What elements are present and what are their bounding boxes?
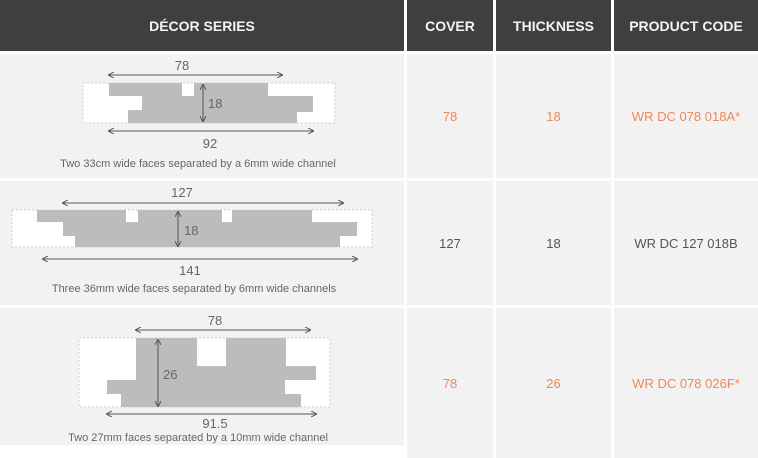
thickness-dim: 18	[184, 223, 198, 238]
cover-dim: 78	[175, 58, 189, 73]
profile-caption: Three 36mm wide faces separated by 6mm w…	[52, 283, 337, 295]
board-profile	[109, 83, 313, 123]
width-dim: 92	[203, 136, 217, 151]
product-code: WR DC 078 026F*	[614, 308, 758, 458]
cover-dim: 127	[171, 185, 193, 200]
thickness-value: 18	[496, 54, 611, 178]
thickness-dim: 18	[208, 96, 222, 111]
thickness-value: 26	[496, 308, 611, 458]
cover-value: 127	[407, 181, 493, 305]
cover-value: 78	[407, 308, 493, 458]
header-decor-series: DÉCOR SERIES	[0, 0, 404, 51]
cover-dim: 78	[208, 313, 222, 328]
width-dim: 141	[179, 263, 201, 278]
product-code: WR DC 078 018A*	[614, 54, 758, 178]
profile-caption: Two 27mm faces separated by a 10mm wide …	[68, 432, 328, 444]
profile-diagram: 78 26 91.5 Two 27mm faces separated by a…	[68, 313, 331, 444]
product-code: WR DC 127 018B	[614, 181, 758, 305]
thickness-value: 18	[496, 181, 611, 305]
profile-diagram-cell: 78 26 91.5 Two 27mm faces separated by a…	[0, 308, 404, 445]
cover-value: 78	[407, 54, 493, 178]
header-product-code: PRODUCT CODE	[614, 0, 758, 51]
header-cover: COVER	[407, 0, 493, 51]
profile-diagram: 127 18 141 Three 36mm wide faces separat…	[11, 185, 373, 295]
header-thickness: THICKNESS	[496, 0, 611, 51]
profile-diagram: 78 18 92 Two 33cm wide faces separated b…	[60, 58, 336, 170]
profile-caption: Two 33cm wide faces separated by a 6mm w…	[60, 158, 336, 170]
profile-diagram-cell: 127 18 141 Three 36mm wide faces separat…	[0, 181, 404, 305]
profile-diagram-cell: 78 18 92 Two 33cm wide faces separated b…	[0, 54, 404, 178]
width-dim: 91.5	[202, 416, 227, 431]
board-profile	[37, 210, 357, 247]
thickness-dim: 26	[163, 367, 177, 382]
